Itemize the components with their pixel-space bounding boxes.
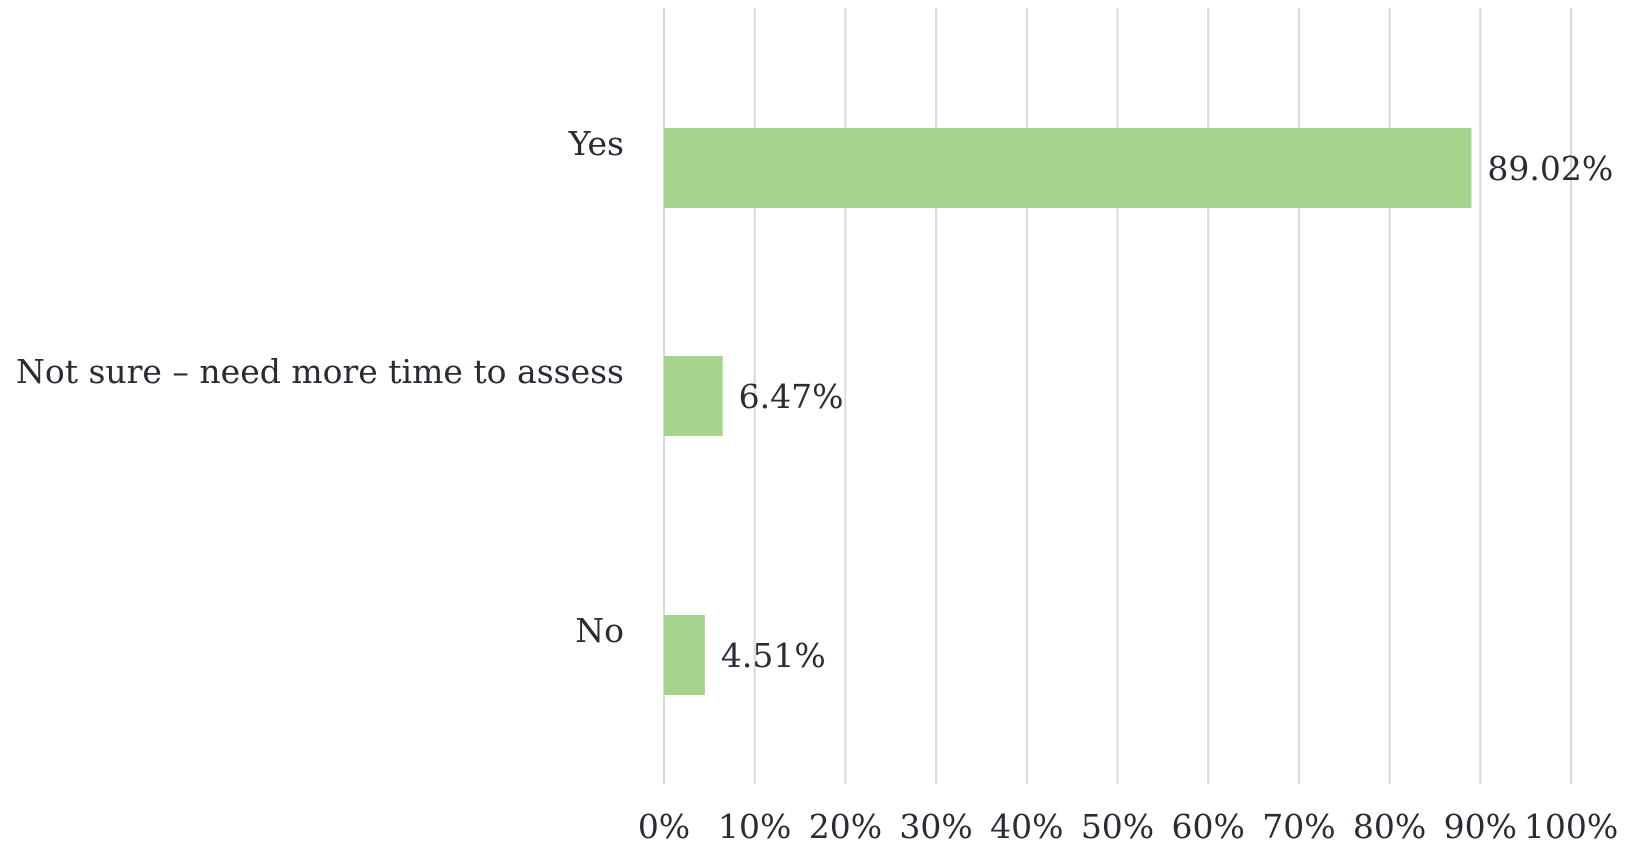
category-labels: Yes Not sure – need more time to assess No [16,124,624,650]
value-labels: 89.02% 6.47% 4.51% [721,149,1613,675]
x-tick-label: 50% [1081,807,1154,846]
x-tick-label: 30% [899,807,972,846]
x-tick-label: 70% [1262,807,1335,846]
category-label: Yes [568,124,624,163]
bar-2 [664,356,723,436]
data-label: 6.47% [739,377,844,416]
x-tick-label: 0% [638,807,690,846]
x-tick-label: 90% [1444,807,1517,846]
bar-3 [664,615,705,695]
x-tick-label: 20% [809,807,882,846]
x-tick-label: 40% [990,807,1063,846]
data-label: 89.02% [1487,149,1613,188]
x-tick-label: 100% [1524,807,1618,846]
x-tick-label: 60% [1172,807,1245,846]
x-tick-label: 80% [1353,807,1426,846]
category-label: Not sure – need more time to assess [16,352,624,391]
x-axis-tick-labels: 0% 10% 20% 30% 40% 50% 60% 70% 80% 90% 100% [638,807,1618,846]
bars [664,128,1472,695]
bar-1 [664,128,1472,208]
data-label: 4.51% [721,636,826,675]
category-label: No [575,611,624,650]
x-tick-label: 10% [718,807,791,846]
